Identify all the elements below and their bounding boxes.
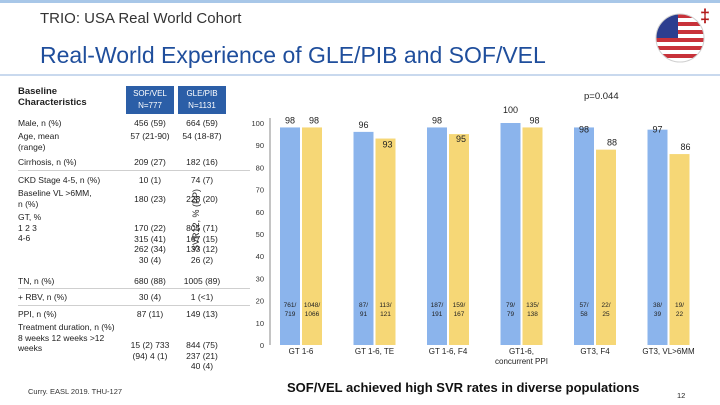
- sofvel-column-header: SOF/VEL N=777: [126, 86, 174, 114]
- table-divider: [18, 170, 250, 171]
- data-label: 98: [285, 115, 295, 125]
- y-tick-label: 40: [256, 252, 264, 261]
- bar-glepib: [302, 127, 322, 345]
- bar-glepib: [375, 138, 396, 345]
- bar-sofvel: [353, 131, 374, 345]
- y-tick-label: 90: [256, 141, 264, 150]
- data-label: 88: [607, 138, 617, 148]
- data-label: 95: [456, 134, 466, 144]
- glepib-column-header: GLE/PIB N=1131: [178, 86, 226, 114]
- count-label: 187/: [431, 302, 444, 309]
- count-label: 22: [676, 311, 684, 318]
- table-divider: [18, 288, 250, 289]
- slide-title: Real-World Experience of GLE/PIB and SOF…: [40, 42, 546, 68]
- count-label: 159/: [453, 302, 466, 309]
- count-label: 135/: [526, 302, 539, 309]
- count-label: 57/: [579, 302, 588, 309]
- y-tick-label: 100: [251, 119, 264, 128]
- bar-sofvel: [574, 127, 594, 345]
- dagger-mark: ‡: [700, 6, 711, 26]
- count-label: 138: [527, 311, 538, 318]
- x-tick-label: GT3, VL>6MM: [642, 347, 695, 356]
- bar-glepib: [449, 134, 469, 345]
- count-label: 25: [602, 311, 610, 318]
- bar-glepib: [522, 127, 543, 345]
- x-tick-label: GT 1-6: [289, 347, 314, 356]
- table-header: Baseline Characteristics SOF/VEL N=777 G…: [18, 86, 250, 114]
- bar-sofvel: [500, 123, 521, 345]
- count-label: 113/: [379, 302, 391, 309]
- count-label: 1066: [305, 311, 320, 318]
- x-tick-label: concurrent PPI: [495, 357, 548, 366]
- x-tick-label: GT1-6,: [509, 347, 534, 356]
- y-tick-label: 0: [260, 341, 264, 350]
- top-rule: [0, 0, 720, 3]
- count-label: 19/: [675, 302, 684, 309]
- y-tick-label: 80: [256, 163, 264, 172]
- count-label: 58: [580, 311, 588, 318]
- table-label-header: Baseline Characteristics: [18, 86, 87, 108]
- table-divider: [18, 305, 250, 306]
- y-tick-label: 10: [256, 319, 264, 328]
- x-tick-label: GT3, F4: [580, 347, 610, 356]
- cohort-label: TRIO: USA Real World Cohort: [40, 10, 242, 27]
- data-label: 98: [309, 115, 319, 125]
- count-label: 91: [360, 311, 368, 318]
- count-label: 39: [654, 311, 662, 318]
- x-tick-label: GT 1-6, TE: [355, 347, 394, 356]
- count-label: 22/: [601, 302, 610, 309]
- count-label: 79/: [506, 302, 515, 309]
- data-label: 97: [652, 125, 662, 135]
- data-label: 96: [358, 120, 368, 130]
- bar-sofvel: [647, 129, 668, 345]
- y-tick-label: 60: [256, 208, 264, 217]
- p-value-label: p=0.044: [584, 91, 619, 102]
- bar-glepib: [596, 149, 616, 345]
- title-rule: [0, 74, 720, 76]
- tagline: SOF/VEL achieved high SVR rates in diver…: [287, 380, 640, 395]
- count-label: 38/: [653, 302, 662, 309]
- bar-glepib: [669, 154, 690, 345]
- count-label: 191: [432, 311, 443, 318]
- count-label: 719: [285, 311, 296, 318]
- data-label: 98: [432, 115, 442, 125]
- data-label: 86: [680, 142, 690, 152]
- data-label: 98: [579, 124, 589, 134]
- data-label: 98: [529, 115, 539, 125]
- y-tick-label: 20: [256, 297, 264, 306]
- count-label: 121: [380, 311, 391, 318]
- count-label: 87/: [359, 302, 368, 309]
- bar-sofvel: [280, 127, 300, 345]
- data-label: 93: [382, 140, 392, 150]
- data-label: 100: [503, 105, 518, 115]
- usa-flag-icon: [655, 13, 705, 63]
- count-label: 79: [507, 311, 515, 318]
- bar-sofvel: [427, 127, 447, 345]
- y-tick-label: 50: [256, 230, 264, 239]
- y-tick-label: 70: [256, 186, 264, 195]
- count-label: 1048/: [304, 302, 320, 309]
- y-tick-label: 30: [256, 274, 264, 283]
- count-label: 761/: [284, 302, 297, 309]
- count-label: 167: [454, 311, 465, 318]
- x-tick-label: GT 1-6, F4: [429, 347, 468, 356]
- citation: Curry. EASL 2019. THU-127: [28, 387, 123, 396]
- page-number: 12: [677, 391, 686, 400]
